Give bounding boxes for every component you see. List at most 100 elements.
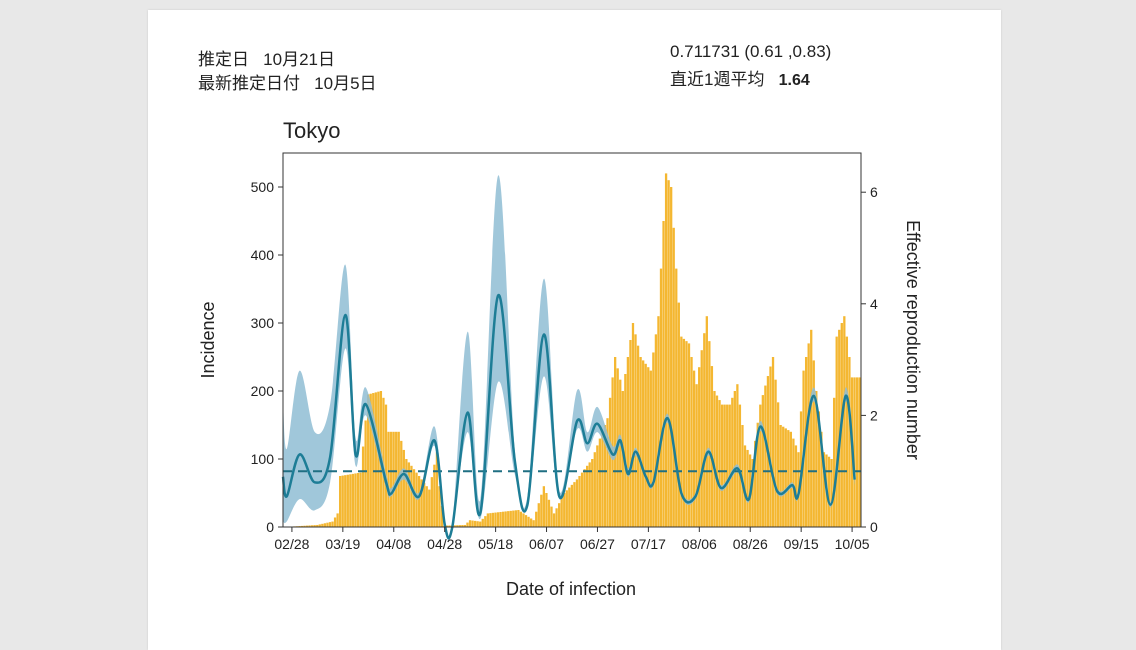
incidence-bar bbox=[665, 173, 667, 527]
incidence-bar bbox=[571, 485, 573, 527]
x-tick-label: 05/18 bbox=[478, 536, 513, 552]
incidence-bar bbox=[693, 371, 695, 527]
incidence-bar bbox=[642, 360, 644, 527]
incidence-bar bbox=[599, 439, 601, 527]
y2-axis-label: Effective reproduction number bbox=[903, 220, 923, 460]
x-tick-label: 06/07 bbox=[529, 536, 564, 552]
incidence-bar bbox=[405, 459, 407, 527]
incidence-bar bbox=[400, 441, 402, 527]
incidence-bar bbox=[474, 521, 476, 527]
y-tick-label: 500 bbox=[251, 179, 275, 195]
incidence-bar bbox=[660, 269, 662, 527]
incidence-bar bbox=[706, 316, 708, 527]
incidence-bar bbox=[795, 445, 797, 527]
x-tick-label: 08/26 bbox=[733, 536, 768, 552]
incidence-bar bbox=[466, 523, 468, 527]
incidence-bar bbox=[487, 513, 489, 527]
y-axis-label: Incidence bbox=[198, 301, 218, 378]
incidence-bar bbox=[359, 473, 361, 527]
incidence-bar bbox=[736, 384, 738, 527]
incidence-bar bbox=[858, 377, 860, 527]
incidence-bar bbox=[774, 380, 776, 527]
incidence-bar bbox=[540, 495, 542, 527]
incidence-bar bbox=[813, 360, 815, 527]
incidence-bar bbox=[558, 503, 560, 527]
incidence-bar bbox=[639, 357, 641, 527]
incidence-bar bbox=[764, 386, 766, 527]
incidence-bar bbox=[517, 510, 519, 527]
incidence-bar bbox=[619, 380, 621, 527]
incidence-bar bbox=[675, 269, 677, 527]
incidence-bar bbox=[413, 469, 415, 527]
incidence-bar bbox=[578, 476, 580, 527]
incidence-bar bbox=[433, 465, 435, 527]
y-tick-label: 0 bbox=[266, 519, 274, 535]
incidence-bar bbox=[489, 513, 491, 527]
incidence-bar bbox=[627, 357, 629, 527]
incidence-bar bbox=[601, 432, 603, 527]
incidence-bar bbox=[777, 402, 779, 527]
incidence-bar bbox=[423, 483, 425, 527]
incidence-bar bbox=[553, 513, 555, 527]
incidence-bar bbox=[502, 512, 504, 527]
incidence-bar bbox=[418, 476, 420, 527]
incidence-bar bbox=[716, 396, 718, 527]
incidence-bar bbox=[782, 427, 784, 527]
incidence-bar bbox=[810, 330, 812, 527]
incidence-bar bbox=[479, 522, 481, 527]
incidence-bar bbox=[843, 316, 845, 527]
incidence-bar bbox=[352, 474, 354, 527]
incidence-bar bbox=[520, 512, 522, 527]
incidence-bar bbox=[527, 517, 529, 527]
incidence-bar bbox=[695, 384, 697, 527]
incidence-bar bbox=[614, 357, 616, 527]
incidence-bar bbox=[512, 511, 514, 527]
incidence-bar bbox=[790, 432, 792, 527]
incidence-bar bbox=[678, 303, 680, 527]
incidence-bar bbox=[499, 512, 501, 527]
x-axis-label: Date of infection bbox=[506, 579, 636, 599]
incidence-bar bbox=[688, 343, 690, 527]
incidence-bar bbox=[698, 367, 700, 527]
incidence-bar bbox=[497, 512, 499, 527]
incidence-bar bbox=[645, 364, 647, 527]
x-tick-label: 08/06 bbox=[682, 536, 717, 552]
incidence-bar bbox=[769, 367, 771, 527]
x-tick-label: 04/08 bbox=[376, 536, 411, 552]
incidence-bar bbox=[471, 521, 473, 527]
incidence-bar bbox=[652, 352, 654, 527]
x-tick-label: 09/15 bbox=[784, 536, 819, 552]
incidence-bars bbox=[286, 173, 861, 527]
incidence-bar bbox=[828, 457, 830, 527]
incidence-bar bbox=[701, 350, 703, 527]
incidence-bar bbox=[830, 459, 832, 527]
incidence-bar bbox=[731, 398, 733, 527]
incidence-bar bbox=[324, 523, 326, 527]
incidence-bar bbox=[583, 469, 585, 527]
incidence-bar bbox=[734, 391, 736, 527]
incidence-bar bbox=[522, 513, 524, 527]
incidence-bar bbox=[385, 405, 387, 527]
incidence-bar bbox=[482, 519, 484, 527]
incidence-bar bbox=[390, 432, 392, 527]
incidence-bar bbox=[510, 511, 512, 527]
incidence-bar bbox=[680, 337, 682, 527]
incidence-bar bbox=[632, 323, 634, 527]
incidence-bar bbox=[477, 521, 479, 527]
incidence-bar bbox=[507, 511, 509, 527]
incidence-bar bbox=[392, 432, 394, 527]
incidence-bar bbox=[336, 513, 338, 527]
incidence-bar bbox=[787, 430, 789, 527]
incidence-bar bbox=[746, 450, 748, 527]
incidence-bar bbox=[591, 459, 593, 527]
incidence-bar bbox=[347, 475, 349, 527]
incidence-bar bbox=[762, 395, 764, 527]
incidence-bar bbox=[525, 515, 527, 527]
incidence-bar bbox=[566, 490, 568, 527]
incidence-bar bbox=[426, 486, 428, 527]
incidence-bar bbox=[410, 466, 412, 527]
incidence-bar bbox=[344, 475, 346, 527]
incidence-bar bbox=[772, 357, 774, 527]
incidence-bar bbox=[721, 405, 723, 527]
